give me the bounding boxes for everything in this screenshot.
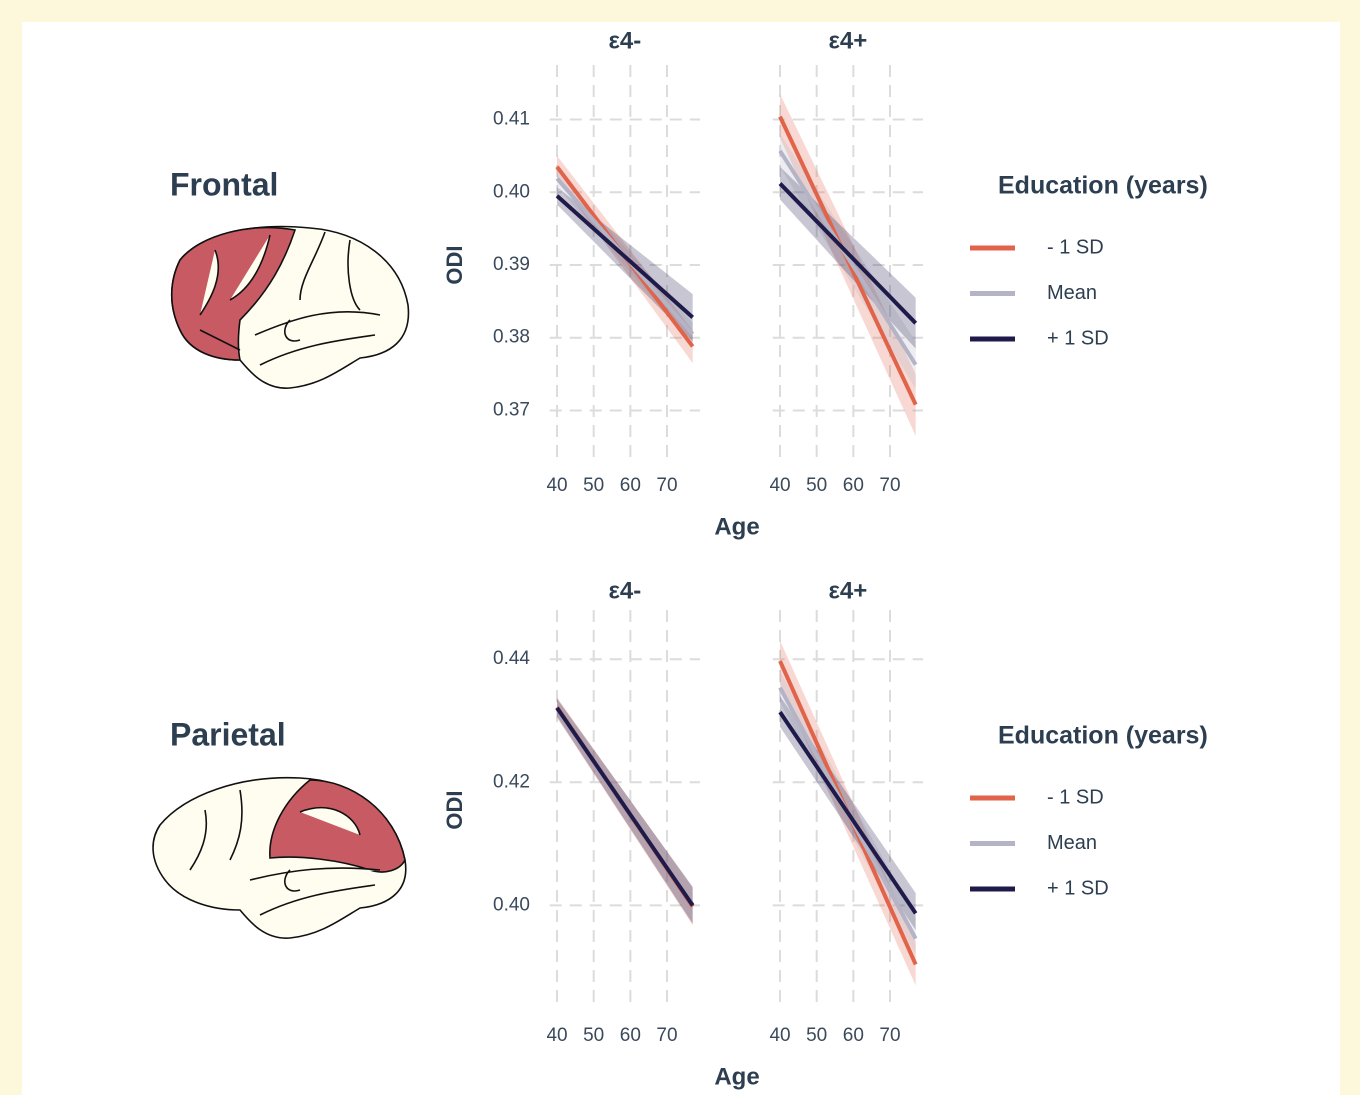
x-tick-label: 50	[583, 1025, 604, 1046]
legend-title: Education (years)	[998, 722, 1208, 750]
x-tick-label: 40	[546, 1025, 567, 1046]
x-tick-label: 40	[546, 475, 567, 496]
x-tick-label: 70	[879, 1025, 900, 1046]
x-tick-label: 50	[806, 475, 827, 496]
region-label: Parietal	[170, 716, 286, 752]
y-tick-label: 0.41	[493, 109, 530, 130]
page: Frontal ODI Age 0.37 0.38 0.39 0.40 0.41 ε4- 40 50…	[0, 0, 1360, 1095]
x-tick-label: 50	[583, 475, 604, 496]
y-axis-label: ODI	[442, 245, 467, 284]
y-tick-label: 0.37	[493, 399, 530, 420]
legend-label: - 1 SD	[1047, 236, 1104, 258]
legend-title: Education (years)	[998, 172, 1208, 200]
x-tick-label: 40	[769, 1025, 790, 1046]
y-tick-label: 0.39	[493, 254, 530, 275]
facet-title: ε4-	[608, 577, 641, 604]
y-tick-label: 0.40	[493, 181, 530, 202]
facet-title: ε4-	[608, 27, 641, 54]
y-tick-label: 0.38	[493, 327, 530, 348]
legend-label: + 1 SD	[1047, 327, 1109, 349]
x-tick-label: 70	[879, 475, 900, 496]
x-tick-label: 60	[843, 475, 864, 496]
x-axis-label: Age	[714, 513, 759, 540]
figure: Frontal ODI Age 0.37 0.38 0.39 0.40 0.41 ε4- 40 50…	[0, 0, 1360, 1095]
y-tick-label: 0.40	[493, 894, 530, 915]
facet-title: ε4+	[828, 577, 867, 604]
x-tick-label: 70	[656, 1025, 677, 1046]
legend-label: Mean	[1047, 282, 1097, 304]
x-axis-label: Age	[714, 1063, 759, 1090]
x-tick-label: 60	[620, 475, 641, 496]
x-tick-label: 40	[769, 475, 790, 496]
legend-label: + 1 SD	[1047, 877, 1109, 899]
y-tick-label: 0.42	[493, 771, 530, 792]
x-tick-label: 50	[806, 1025, 827, 1046]
y-tick-label: 0.44	[493, 648, 530, 669]
x-tick-label: 60	[843, 1025, 864, 1046]
x-tick-label: 60	[620, 1025, 641, 1046]
region-label: Frontal	[170, 166, 278, 202]
y-axis-label: ODI	[442, 790, 467, 829]
legend-label: - 1 SD	[1047, 786, 1104, 808]
facet-title: ε4+	[828, 27, 867, 54]
legend-label: Mean	[1047, 832, 1097, 854]
x-tick-label: 70	[656, 475, 677, 496]
